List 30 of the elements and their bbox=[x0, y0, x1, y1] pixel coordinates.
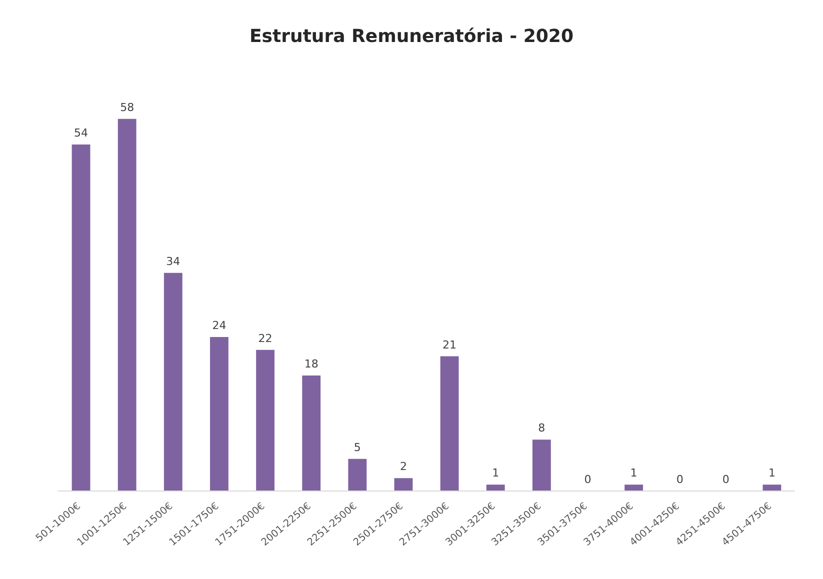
bar bbox=[762, 484, 782, 491]
data-label: 21 bbox=[442, 338, 457, 352]
data-label: 22 bbox=[258, 332, 272, 345]
bar bbox=[624, 484, 643, 491]
bar bbox=[210, 337, 228, 491]
data-label: 5 bbox=[354, 440, 361, 454]
data-label: 1 bbox=[768, 466, 776, 480]
bar bbox=[532, 440, 551, 491]
bar bbox=[486, 484, 505, 491]
bar bbox=[164, 272, 182, 491]
data-label: 54 bbox=[74, 126, 88, 140]
data-label: 34 bbox=[166, 254, 180, 268]
data-label: 0 bbox=[584, 473, 592, 486]
data-label: 8 bbox=[538, 422, 546, 435]
data-label: 1 bbox=[492, 466, 500, 480]
data-label: 0 bbox=[676, 473, 684, 486]
data-label: 2 bbox=[400, 460, 407, 474]
data-label: 1 bbox=[630, 466, 638, 480]
data-label: 24 bbox=[212, 319, 226, 332]
bar bbox=[72, 144, 90, 491]
bar bbox=[348, 458, 367, 491]
bar bbox=[394, 478, 413, 491]
bar bbox=[440, 356, 459, 491]
bar bbox=[302, 376, 321, 491]
data-label: 18 bbox=[304, 358, 318, 370]
data-label: 0 bbox=[722, 473, 730, 486]
chart-title: Estrutura Remuneratória - 2020 bbox=[248, 25, 574, 49]
bar bbox=[118, 118, 136, 491]
data-label: 58 bbox=[120, 100, 134, 114]
bar bbox=[256, 350, 274, 491]
